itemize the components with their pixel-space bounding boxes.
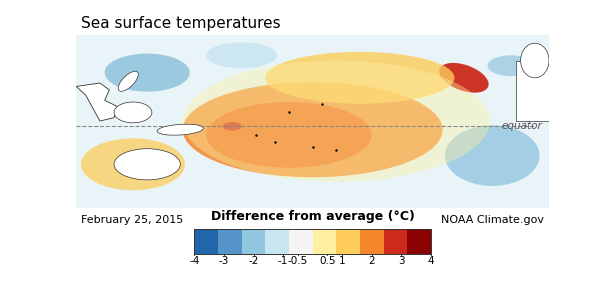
Text: -2: -2 (248, 256, 259, 266)
Text: 4: 4 (428, 256, 434, 266)
Ellipse shape (487, 55, 535, 76)
Ellipse shape (206, 42, 277, 68)
Bar (516, 60, 549, 121)
Text: -3: -3 (219, 256, 229, 266)
Ellipse shape (445, 125, 539, 186)
Text: equator: equator (501, 121, 542, 131)
Bar (265, 230, 289, 254)
Text: NOAA Climate.gov: NOAA Climate.gov (441, 215, 544, 225)
Text: -1: -1 (278, 256, 289, 266)
Bar (336, 230, 360, 254)
Ellipse shape (265, 52, 454, 104)
Bar (242, 230, 265, 254)
Ellipse shape (114, 102, 152, 123)
Bar (218, 230, 242, 254)
Ellipse shape (105, 54, 190, 92)
Bar (407, 230, 431, 254)
Bar (384, 230, 407, 254)
Polygon shape (76, 83, 119, 121)
Text: 0.5: 0.5 (319, 256, 336, 266)
Ellipse shape (118, 71, 138, 91)
Bar (289, 230, 312, 254)
Ellipse shape (223, 122, 242, 130)
Text: 1: 1 (339, 256, 345, 266)
Ellipse shape (157, 124, 203, 135)
Text: 2: 2 (368, 256, 375, 266)
Ellipse shape (182, 82, 443, 177)
Text: Sea surface temperatures: Sea surface temperatures (81, 16, 281, 31)
Text: -0.5: -0.5 (288, 256, 308, 266)
Ellipse shape (521, 43, 549, 78)
Text: -4: -4 (189, 256, 199, 266)
Ellipse shape (81, 138, 185, 190)
Text: 3: 3 (398, 256, 404, 266)
Bar (360, 230, 384, 254)
Text: Difference from average (°C): Difference from average (°C) (210, 210, 415, 223)
Ellipse shape (206, 102, 371, 168)
Ellipse shape (114, 149, 181, 180)
Bar (195, 230, 431, 254)
Bar (195, 230, 218, 254)
Ellipse shape (439, 63, 489, 93)
Ellipse shape (182, 60, 490, 182)
Text: February 25, 2015: February 25, 2015 (81, 215, 183, 225)
Bar (312, 230, 336, 254)
